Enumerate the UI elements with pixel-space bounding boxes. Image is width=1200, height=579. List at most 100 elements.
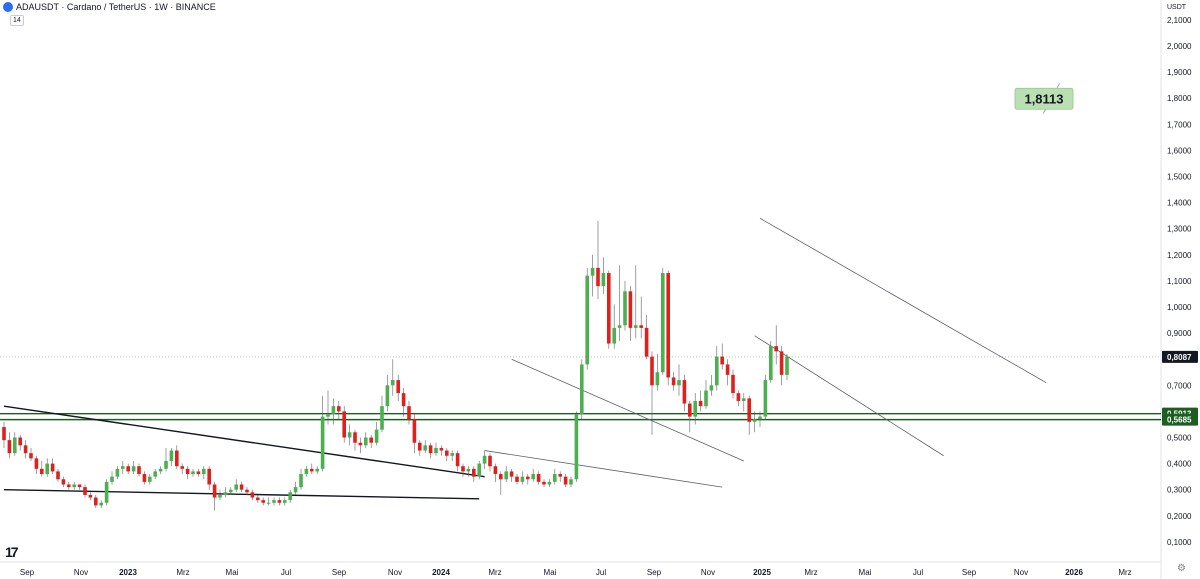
candle-body [385, 385, 390, 407]
candle-body [596, 267, 600, 287]
y-tick-label: 1,6000 [1167, 146, 1192, 155]
candle-body [418, 442, 422, 451]
candle-body [256, 497, 260, 501]
candle-body [731, 374, 735, 394]
candle-body [477, 463, 481, 477]
candle-body [223, 492, 228, 495]
candle-body [245, 489, 249, 493]
candle-body [293, 487, 298, 493]
x-tick-label: Sep [962, 568, 977, 577]
candle-body [515, 476, 519, 482]
candle-body [439, 447, 444, 451]
trendline [759, 217, 1047, 384]
candle-body [299, 474, 303, 488]
candle-body [202, 468, 206, 475]
candle-body [428, 445, 433, 454]
y-tick-label: 1,8000 [1167, 94, 1192, 103]
candle-body [56, 471, 60, 480]
candle-body [715, 356, 719, 386]
x-tick-label: Nov [388, 568, 402, 577]
candle-body [212, 484, 217, 498]
candle-body [40, 468, 44, 475]
candle-body [277, 500, 282, 503]
candle-body [121, 466, 125, 469]
y-tick-label: 1,2000 [1167, 251, 1192, 260]
candle-body [266, 502, 271, 504]
candle-body [180, 466, 184, 469]
candle-body [763, 380, 768, 417]
candle-body [445, 450, 449, 456]
candle-body [45, 463, 49, 475]
candle-body [391, 380, 395, 386]
symbol-title[interactable]: ADAUSDT · Cardano / TetherUS · 1W · BINA… [16, 2, 216, 12]
current-price-label-box [1162, 350, 1198, 363]
y-tick-label: 1,4000 [1167, 199, 1192, 208]
x-tick-label: Mrz [176, 568, 189, 577]
x-tick-label: Sep [20, 568, 35, 577]
x-tick-label: 2024 [432, 568, 450, 577]
y-tick-label: 0,2000 [1167, 512, 1192, 521]
candle-body [536, 474, 541, 482]
candle-body [83, 487, 87, 495]
candle-body [488, 455, 492, 467]
candle-body [67, 484, 71, 488]
x-tick-label: Mrz [804, 568, 817, 577]
candle-body [169, 450, 174, 461]
candle-body [29, 453, 33, 459]
candle-body [574, 414, 579, 480]
candle-body [590, 267, 595, 276]
candle-body [466, 468, 471, 472]
current-price-label: 0,8087 [1167, 353, 1192, 362]
x-tick-label: 2025 [753, 568, 771, 577]
candle-body [126, 466, 130, 472]
y-tick-label: 0,3000 [1167, 486, 1192, 495]
candle-body [7, 440, 12, 454]
target-price-label: 1,8113 [1024, 91, 1063, 106]
candle-body [18, 437, 22, 446]
candle-body [77, 484, 82, 488]
candle-body [580, 364, 584, 415]
candle-body [13, 437, 17, 454]
indicator-badge[interactable]: 14 [10, 15, 24, 26]
candle-body [482, 455, 487, 464]
candle-body [158, 468, 163, 472]
candle-body [612, 327, 616, 344]
x-tick-label: Mai [859, 568, 872, 577]
candle-body [115, 468, 120, 477]
settings-icon[interactable]: ⚙ [1177, 563, 1186, 574]
x-tick-label: Nov [701, 568, 715, 577]
trendline [3, 405, 485, 478]
candle-body [288, 492, 292, 501]
candle-body [94, 497, 98, 506]
tradingview-logo-icon[interactable]: 17 [5, 544, 19, 560]
candle-body [526, 476, 530, 480]
candle-body [315, 468, 319, 472]
candle-body [493, 466, 498, 475]
x-tick-label: Jul [596, 568, 606, 577]
candle-body [547, 481, 552, 485]
candle-body [239, 484, 244, 490]
candle-body [342, 411, 346, 438]
candle-body [569, 479, 573, 485]
candle-body [423, 445, 427, 451]
candle-body [455, 453, 460, 467]
candle-body [142, 474, 147, 482]
candle-body [326, 414, 330, 417]
cardano-logo-icon [3, 2, 13, 12]
candle-body [558, 474, 562, 477]
candle-body [779, 351, 784, 375]
candle-body [666, 273, 670, 378]
candle-body [601, 273, 606, 287]
y-tick-label: 1,1000 [1167, 277, 1192, 286]
candle-body [50, 463, 55, 472]
candle-body [401, 393, 406, 407]
candle-body [677, 380, 681, 386]
candle-body [229, 489, 233, 493]
candle-body [644, 327, 649, 357]
candle-body [704, 390, 708, 407]
candle-body [374, 429, 379, 443]
candle-body [504, 471, 508, 480]
x-tick-label: 2026 [1065, 568, 1083, 577]
candle-body [607, 273, 611, 344]
